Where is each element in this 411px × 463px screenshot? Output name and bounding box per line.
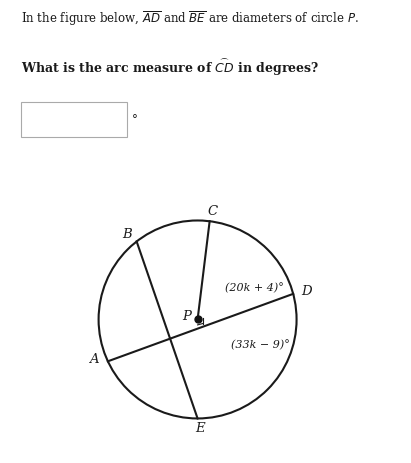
FancyBboxPatch shape [21, 102, 127, 137]
Text: P: P [182, 310, 191, 323]
Text: In the figure below, $\overline{AD}$ and $\overline{BE}$ are diameters of circle: In the figure below, $\overline{AD}$ and… [21, 9, 358, 28]
Text: What is the arc measure of $\overset{\frown}{CD}$ in degrees?: What is the arc measure of $\overset{\fr… [21, 56, 319, 78]
Text: D: D [301, 285, 312, 298]
Text: B: B [122, 228, 132, 241]
Text: A: A [89, 353, 99, 366]
Text: (33k − 9)°: (33k − 9)° [231, 339, 289, 350]
Text: (20k + 4)°: (20k + 4)° [225, 283, 284, 294]
Text: °: ° [132, 113, 137, 126]
Text: E: E [195, 422, 204, 435]
Text: C: C [208, 205, 218, 218]
